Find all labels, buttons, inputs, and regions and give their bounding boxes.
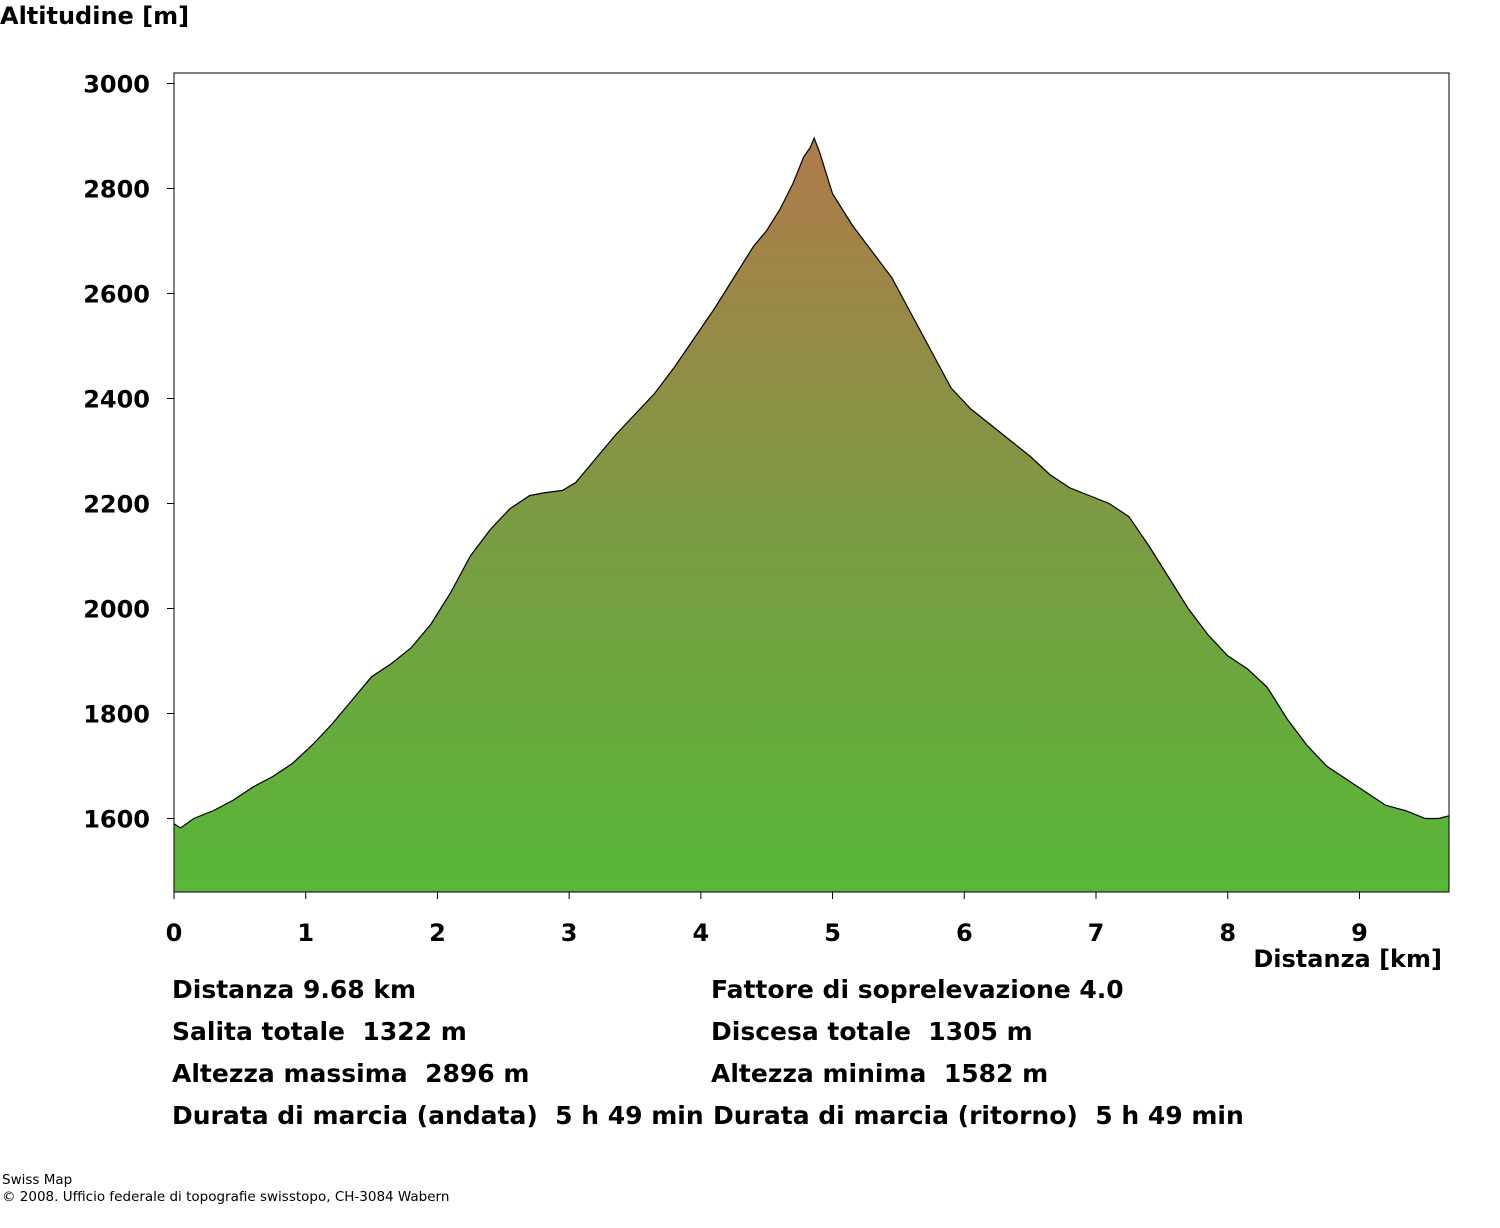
y-tick-label: 1600 (83, 806, 150, 834)
y-tick-label: 2600 (83, 281, 150, 309)
elevation-profile-line (173, 136, 1450, 829)
x-tick-label: 4 (693, 919, 710, 947)
plot-frame (173, 72, 1450, 893)
y-tick-label: 2200 (83, 491, 150, 519)
elevation-chart: 1600 1800 2000 2200 2400 2600 2800 3000 0 1 2 3 4 5 6 7… (83, 71, 1450, 947)
y-tick-label: 2800 (83, 176, 150, 204)
x-tick-label: 9 (1351, 919, 1368, 947)
x-tick-label: 1 (297, 919, 314, 947)
stat-total-descent: Discesa totale 1305 m (711, 1017, 1033, 1046)
stat-walk-time-outbound: Durata di marcia (andata) 5 h 49 min (172, 1101, 704, 1130)
stat-max-altitude: Altezza massima 2896 m (172, 1059, 530, 1088)
x-tick-label: 6 (956, 919, 973, 947)
x-tick-label: 3 (561, 919, 578, 947)
x-tick-label: 2 (429, 919, 446, 947)
x-tick-label: 5 (824, 919, 841, 947)
y-tick-label: 1800 (83, 701, 150, 729)
x-tick-label: 8 (1219, 919, 1236, 947)
x-tick-label: 7 (1088, 919, 1105, 947)
y-tick-label: 3000 (83, 71, 150, 99)
stat-walk-time-return: Durata di marcia (ritorno) 5 h 49 min (713, 1101, 1244, 1130)
y-tick-label: 2400 (83, 386, 150, 414)
elevation-area (174, 138, 1449, 893)
x-tick-label: 0 (166, 919, 183, 947)
stat-exaggeration: Fattore di soprelevazione 4.0 (711, 975, 1124, 1004)
y-axis-title: Altitudine [m] (0, 2, 190, 30)
stat-distance: Distanza 9.68 km (172, 975, 417, 1004)
x-axis-title: Distanza [km] (1253, 945, 1442, 973)
stat-total-ascent: Salita totale 1322 m (172, 1017, 467, 1046)
footer-copyright: © 2008. Ufficio federale di topografie s… (2, 1189, 450, 1205)
y-tick-label: 2000 (83, 596, 150, 624)
stat-min-altitude: Altezza minima 1582 m (711, 1059, 1049, 1088)
footer-product: Swiss Map (2, 1172, 73, 1188)
